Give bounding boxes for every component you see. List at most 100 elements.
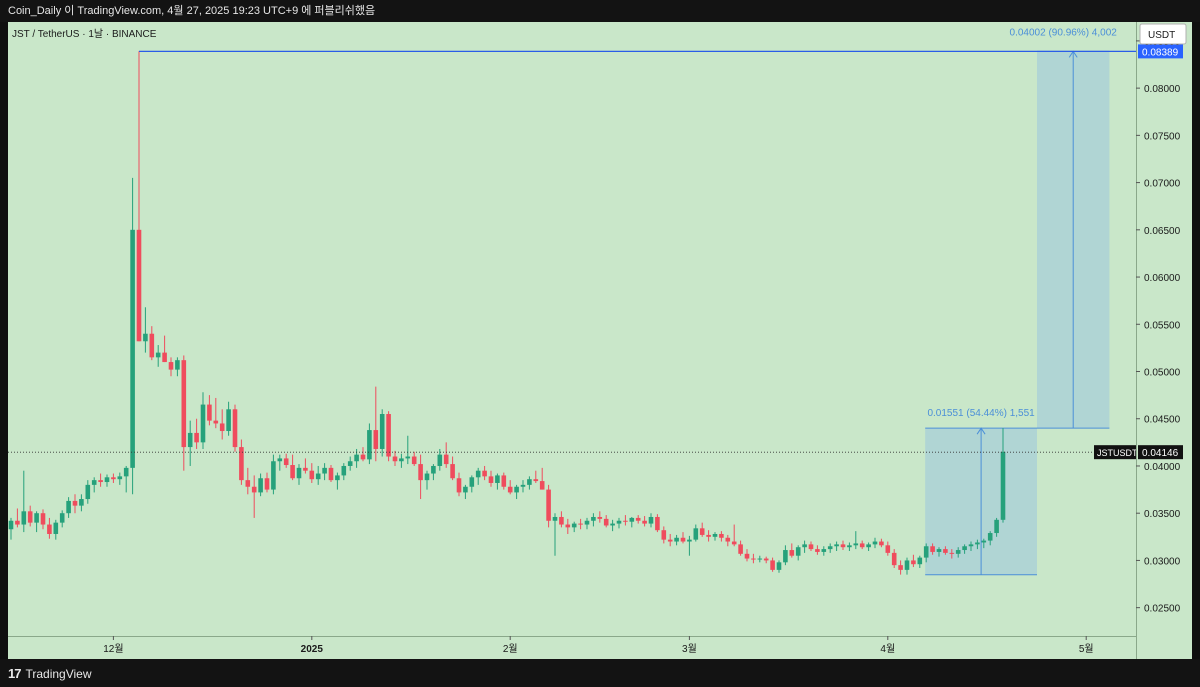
chart-frame[interactable]: 0.01551 (54.44%) 1,551 0.04002 (90.96%) 4… — [8, 22, 1192, 659]
candle-body — [418, 464, 423, 481]
candle-body — [341, 465, 347, 476]
candle-body — [872, 541, 878, 545]
candle-body — [623, 520, 628, 522]
symbol-title: JST / TetherUS · 1날 · BINANCE — [12, 28, 157, 40]
price-tick-label: 0.08000 — [1144, 84, 1181, 95]
time-tick-label: 12월 — [103, 643, 123, 655]
price-axis-divider — [1136, 22, 1137, 659]
candle-body — [79, 499, 84, 506]
candle-body — [667, 539, 673, 542]
price-tick-label: 0.03000 — [1144, 556, 1181, 567]
candle-body — [264, 478, 270, 490]
candle-body — [725, 537, 731, 542]
candle-body — [571, 523, 577, 528]
time-axis[interactable]: 12월 2025 2월 3월 4월 5월 — [103, 636, 1094, 655]
candle-body — [648, 516, 654, 524]
price-tick-label: 0.03500 — [1144, 509, 1181, 520]
candle-body — [296, 467, 302, 479]
candle-body — [911, 560, 916, 565]
candle-body — [443, 454, 449, 465]
candle-body — [904, 560, 910, 570]
publisher-bar: Coin_Daily 이 TradingView.com, 4월 27, 202… — [0, 0, 1200, 22]
time-tick-label: 4월 — [880, 643, 895, 655]
candle-body — [251, 486, 257, 493]
candle-body — [635, 517, 641, 521]
candle-body — [98, 480, 103, 483]
candle-body — [853, 543, 859, 546]
candle-body — [815, 549, 820, 552]
candle-body — [763, 558, 769, 561]
candlestick-chart[interactable]: 0.01551 (54.44%) 1,551 0.04002 (90.96%) 4… — [8, 22, 1192, 659]
symbol-tag-label: JSTUSDT — [1097, 448, 1138, 458]
candle-body — [776, 562, 782, 570]
candle-body — [59, 513, 65, 523]
candle-body — [117, 476, 123, 480]
candle-body — [315, 473, 321, 480]
candle-body — [770, 560, 775, 570]
candle-body — [168, 362, 174, 370]
candle-body — [520, 484, 526, 487]
candle-body — [898, 565, 903, 570]
candle-body — [450, 464, 455, 479]
candle-body — [309, 470, 315, 480]
candle-body — [930, 546, 935, 552]
candle-body — [367, 430, 372, 460]
candle-body — [85, 484, 91, 500]
candle-body — [949, 552, 955, 554]
footer-bar: 17 TradingView — [0, 659, 1200, 687]
measure-label-lower: 0.01551 (54.44%) 1,551 — [927, 408, 1035, 419]
candle-body — [943, 549, 948, 553]
currency-selector[interactable]: USDT — [1139, 23, 1187, 45]
candle-body — [290, 465, 295, 479]
candle-body — [987, 533, 993, 541]
candle-body — [527, 479, 532, 485]
candle-body — [507, 486, 513, 493]
candles-layer — [8, 51, 1006, 575]
candle-body — [8, 520, 14, 530]
candle-body — [155, 352, 161, 358]
candle-body — [533, 479, 539, 482]
candle-body — [539, 481, 545, 490]
candle-body — [738, 544, 743, 554]
candle-body — [162, 352, 167, 363]
candle-body — [130, 229, 135, 468]
brand-name: TradingView — [25, 666, 92, 681]
candle-body — [91, 480, 97, 485]
candle-body — [322, 467, 327, 474]
candle-body — [821, 549, 827, 552]
candle-body — [149, 333, 155, 358]
candle-body — [175, 360, 180, 370]
price-tick-label: 0.05000 — [1144, 368, 1181, 379]
candle-body — [559, 516, 564, 525]
candle-body — [936, 549, 942, 552]
candle-body — [373, 430, 379, 449]
candle-body — [123, 467, 129, 477]
currency-badge: USDT — [1148, 30, 1175, 41]
candle-body — [712, 533, 718, 537]
time-tick-label: 5월 — [1079, 643, 1094, 655]
price-tick-label: 0.02500 — [1144, 604, 1181, 615]
candle-body — [437, 454, 443, 466]
candle-body — [379, 414, 385, 449]
high-price-tag — [1138, 44, 1183, 59]
candle-body — [181, 360, 187, 448]
candle-body — [136, 229, 142, 342]
candle-body — [917, 557, 923, 565]
high-price-label: 0.08389 — [1142, 47, 1179, 58]
candle-body — [879, 541, 884, 546]
candle-body — [674, 537, 679, 542]
candle-body — [411, 456, 417, 465]
candle-body — [187, 432, 193, 448]
price-axis[interactable]: 0.085000.080000.075000.070000.065000.060… — [1136, 37, 1181, 615]
candle-body — [578, 523, 583, 525]
candle-body — [21, 511, 27, 525]
measure-label-upper: 0.04002 (90.96%) 4,002 — [1010, 27, 1118, 38]
tradingview-logo[interactable]: 17 TradingView — [8, 666, 92, 681]
candle-body — [303, 467, 308, 471]
candle-body — [501, 475, 507, 487]
candle-body — [981, 540, 987, 543]
candle-body — [1000, 451, 1006, 520]
candle-body — [744, 553, 750, 559]
candle-body — [72, 500, 78, 506]
candle-body — [584, 520, 590, 525]
